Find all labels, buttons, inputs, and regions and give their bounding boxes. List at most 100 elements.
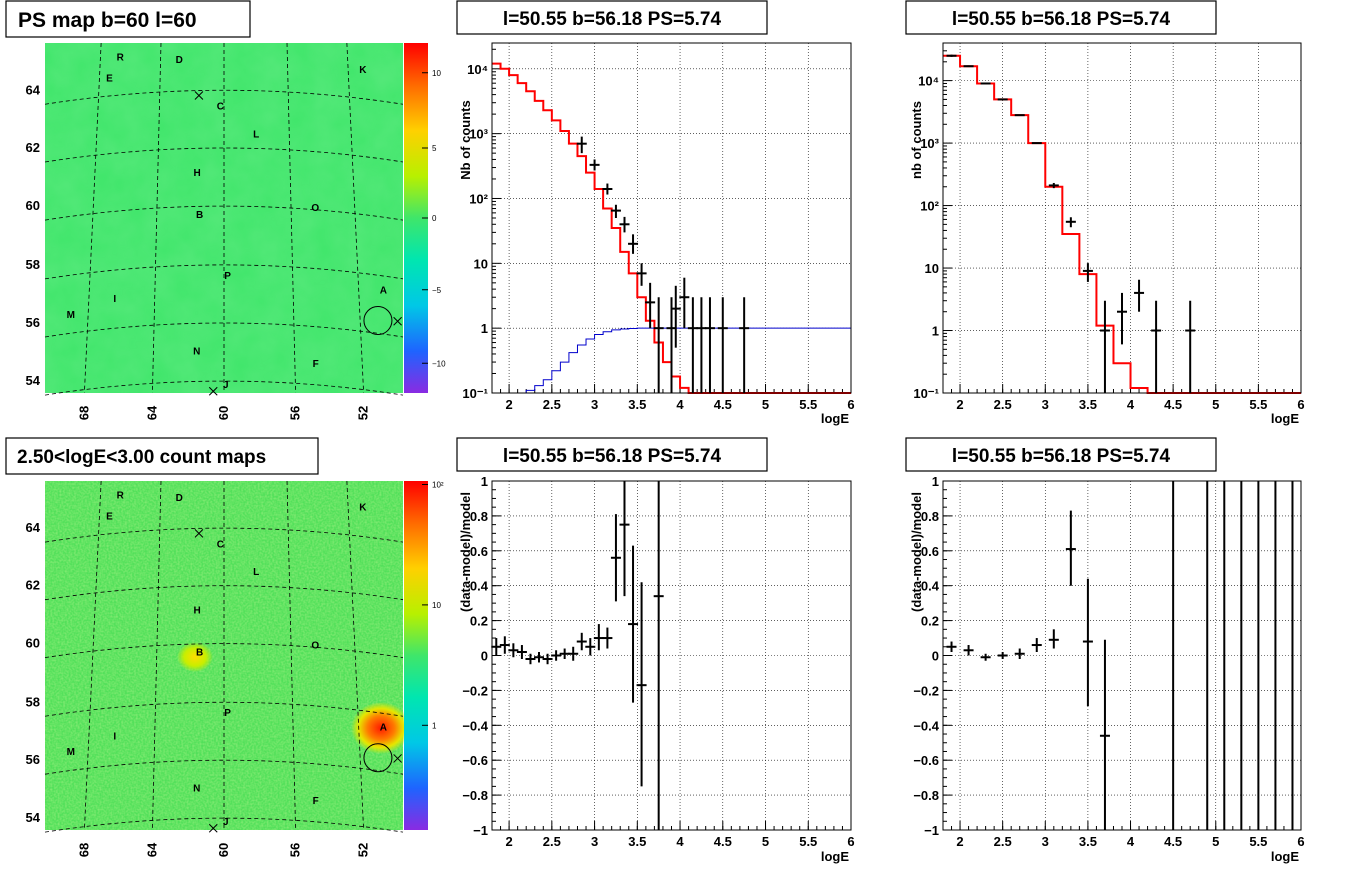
res-mid-xlabel: logE [821,849,849,864]
x-tick-label: 3.5 [1079,834,1097,849]
map-x-ticks: 68 64 60 56 52 [76,405,370,420]
y-tick-label: 0.8 [470,509,488,524]
residual-middle-chart: 2 2.5 3 3.5 4 4.5 5 5.5 6 −1 −0.8 −0.6 −0.4 −0.2 0 0.2 0… [462,474,854,849]
res-mid-title-box [456,437,768,472]
spec-right-ylabel: nb of counts [909,101,924,179]
y-tick-label: 1 [932,474,939,489]
x-tick-label: 3 [1042,397,1049,412]
count-map-y-ticks: 64 62 60 58 56 54 [26,520,41,825]
spec-right-title: l=50.55 b=56.18 PS=5.74 [952,9,1171,30]
colorbar-tick-label: −10 [432,359,446,368]
longitude-line [346,42,365,394]
y-tick-label: 0 [932,649,939,664]
x-tick-label: 3.5 [1079,397,1097,412]
y-tick-label: −0.8 [913,788,939,803]
model-line [492,62,851,394]
cross-marker [208,823,218,833]
source-label-d: D [176,55,183,66]
x-tick-label: 6 [847,397,854,412]
y-tick-label: 10² [469,191,488,206]
y-tick-label: −1 [473,823,488,838]
map-y-tick-label: 62 [26,140,40,155]
x-tick-label: 5.5 [799,397,817,412]
cross-marker [393,754,402,763]
y-tick-label: 1 [932,324,939,339]
map-x-tick-label: 56 [288,406,303,420]
source-label-h: H [194,168,201,179]
plot-frame [491,42,852,394]
res-mid-title: l=50.55 b=56.18 PS=5.74 [503,446,722,467]
count-map-title: 2.50<logE<3.00 count maps [17,447,266,468]
acceptance-line [517,327,851,394]
y-tick-label: 10 [925,261,939,276]
latitude-line [44,322,404,338]
plot-area [492,481,851,830]
y-tick-label: 10⁴ [918,74,939,89]
source-label-c: C [217,102,224,113]
plot-frame [491,480,852,831]
target-circle [363,306,393,336]
count-colorbar-ticks: 10² 10 1 [422,480,444,730]
y-tick-label: 10 [474,256,488,271]
res-right-ylabel: (data-model)/model [909,492,924,612]
source-label-c: C [217,539,224,550]
source-b-hotspot [177,642,213,672]
map-title-box [5,0,251,38]
source-label-j: J [223,380,229,391]
x-tick-label: 3 [591,834,598,849]
source-label-k: K [359,503,367,514]
map-y-tick-label: 60 [26,198,40,213]
source-label-f: F [313,359,319,370]
latitude-line [44,89,404,105]
cross-marker [208,386,218,396]
x-tick-label: 4 [676,397,684,412]
source-label-h: H [194,606,201,617]
plot-frame [942,480,1302,831]
x-tick-label: 5.5 [1249,397,1267,412]
y-tick-label: 0.4 [470,579,489,594]
x-tick-label: 5.5 [799,834,817,849]
x-tick-label: 6 [1297,397,1304,412]
count-source-labels: R D E K C L H O B P A I M N F J [67,490,387,827]
spec-mid-title-box [456,0,768,35]
map-y-tick-label: 58 [26,694,40,709]
res-mid-ylabel: (data-model)/model [458,492,473,612]
latitude-line [44,759,404,775]
map-y-tick-label: 64 [26,520,41,535]
source-label-j: J [223,817,229,828]
map-x-tick-label: 60 [216,843,231,857]
source-label-e: E [106,74,113,85]
count-map-x-ticks: 68 64 60 56 52 [76,842,370,857]
y-tick-label: 10⁴ [467,62,488,77]
source-label-r: R [117,490,125,501]
map-markers [194,91,402,396]
x-tick-label: 3 [1042,834,1049,849]
y-tick-label: −0.4 [913,718,939,733]
latitude-line [44,817,404,833]
x-tick-label: 5 [1212,397,1219,412]
map-y-tick-label: 56 [26,315,40,330]
x-tick-label: 5 [762,397,769,412]
y-tick-label: 10⁻¹ [913,386,939,401]
x-tick-label: 3.5 [628,834,646,849]
x-tick-label: 4.5 [1164,397,1182,412]
y-tick-label: −0.8 [462,788,488,803]
x-tick-label: 4.5 [714,834,732,849]
x-tick-label: 2.5 [994,834,1012,849]
map-y-ticks: 64 62 60 58 56 54 [26,82,41,388]
map-x-tick-label: 64 [144,405,159,420]
colorbar-tick-label: 5 [432,144,437,153]
plot-area [943,481,1301,830]
map-x-tick-label: 64 [144,842,159,857]
x-tick-label: 2.5 [543,397,561,412]
spec-right-xlabel: logE [1271,411,1299,426]
latitude-line [44,147,404,163]
y-tick-label: −0.2 [462,683,488,698]
map-x-tick-label: 60 [216,406,231,420]
y-tick-label: 0.6 [470,544,488,559]
latitude-line [44,380,404,396]
spec-mid-title: l=50.55 b=56.18 PS=5.74 [503,9,722,30]
res-right-xlabel: logE [1271,849,1299,864]
y-tick-label: 0.2 [921,614,939,629]
colorbar-tick-label: 10 [432,69,441,78]
